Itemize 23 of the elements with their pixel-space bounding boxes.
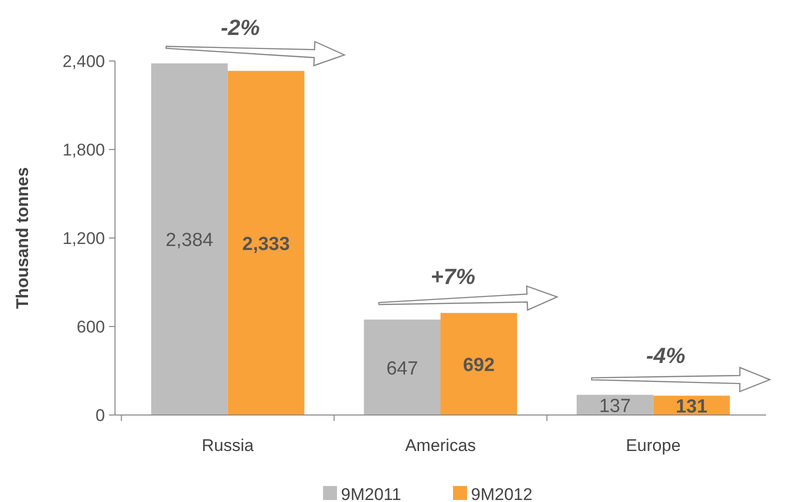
y-tick-label: 1,200 [62,229,105,248]
data-label: 131 [676,396,708,418]
data-label: 692 [462,354,495,376]
annotation: +7% [430,264,476,290]
x-tick-label: Europe [626,436,681,455]
y-tick-label: 600 [76,318,105,336]
data-label: 137 [599,396,631,417]
bar [440,312,518,415]
y-tick-label: 2,400 [62,52,105,71]
legend-label: 9M2012 [471,485,532,502]
data-label: 2,333 [242,234,290,255]
x-tick-label: Russia [202,436,254,455]
data-label: 2,384 [166,230,214,252]
data-label: 647 [386,358,418,380]
legend-label: 9M2011 [341,485,402,502]
bar [228,70,304,415]
y-axis-title: Thousand tonnes [13,167,32,309]
annotation: -4% [646,343,686,368]
y-tick-label: 0 [96,406,105,425]
text: -2% [220,15,260,40]
bar [364,320,440,415]
x-tick-label: Americas [405,436,476,455]
y-tick-label: 1,800 [62,140,105,160]
